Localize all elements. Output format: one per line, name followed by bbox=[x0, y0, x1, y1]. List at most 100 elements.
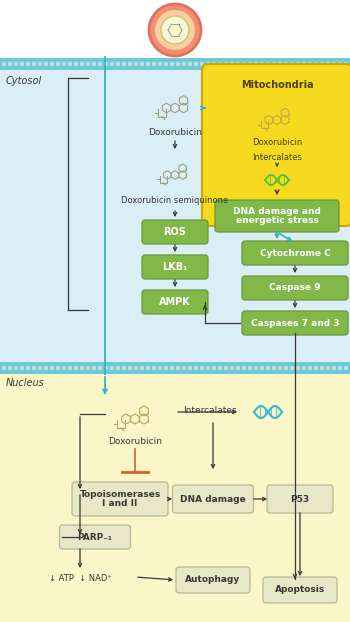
Circle shape bbox=[338, 62, 342, 66]
Circle shape bbox=[104, 366, 108, 370]
FancyBboxPatch shape bbox=[267, 485, 333, 513]
Text: Doxorubicin: Doxorubicin bbox=[108, 437, 162, 446]
Circle shape bbox=[140, 366, 144, 370]
Circle shape bbox=[266, 62, 270, 66]
Circle shape bbox=[212, 62, 216, 66]
Circle shape bbox=[260, 62, 264, 66]
Circle shape bbox=[320, 62, 324, 66]
FancyBboxPatch shape bbox=[142, 220, 208, 244]
Circle shape bbox=[110, 366, 114, 370]
Circle shape bbox=[110, 62, 114, 66]
Circle shape bbox=[146, 62, 150, 66]
Circle shape bbox=[260, 366, 264, 370]
Circle shape bbox=[236, 62, 240, 66]
Circle shape bbox=[182, 366, 186, 370]
Text: DNA damage and: DNA damage and bbox=[233, 207, 321, 216]
Circle shape bbox=[50, 62, 54, 66]
Circle shape bbox=[218, 366, 222, 370]
Circle shape bbox=[158, 62, 162, 66]
Text: I and II: I and II bbox=[102, 499, 138, 508]
Circle shape bbox=[314, 62, 318, 66]
FancyBboxPatch shape bbox=[242, 241, 348, 265]
Circle shape bbox=[230, 62, 234, 66]
Text: P53: P53 bbox=[290, 494, 309, 503]
Text: ↓ ATP  ↓ NAD⁺: ↓ ATP ↓ NAD⁺ bbox=[49, 574, 111, 583]
Circle shape bbox=[2, 62, 6, 66]
FancyBboxPatch shape bbox=[242, 276, 348, 300]
Circle shape bbox=[272, 62, 276, 66]
Text: Caspase 9: Caspase 9 bbox=[269, 284, 321, 292]
Circle shape bbox=[26, 366, 30, 370]
Text: Nucleus: Nucleus bbox=[6, 378, 45, 388]
Circle shape bbox=[302, 62, 306, 66]
Circle shape bbox=[32, 366, 36, 370]
Circle shape bbox=[188, 62, 192, 66]
Text: Intercalates: Intercalates bbox=[252, 153, 302, 162]
Circle shape bbox=[296, 62, 300, 66]
Circle shape bbox=[326, 366, 330, 370]
Circle shape bbox=[290, 366, 294, 370]
Circle shape bbox=[38, 62, 42, 66]
Text: LKB₁: LKB₁ bbox=[162, 262, 188, 272]
Circle shape bbox=[242, 62, 246, 66]
Circle shape bbox=[50, 366, 54, 370]
Circle shape bbox=[155, 10, 195, 50]
Text: Cytosol: Cytosol bbox=[6, 76, 42, 86]
FancyBboxPatch shape bbox=[263, 577, 337, 603]
FancyBboxPatch shape bbox=[242, 311, 348, 335]
FancyBboxPatch shape bbox=[215, 200, 339, 232]
Circle shape bbox=[314, 366, 318, 370]
Circle shape bbox=[212, 366, 216, 370]
Circle shape bbox=[242, 366, 246, 370]
Circle shape bbox=[206, 366, 210, 370]
Circle shape bbox=[188, 366, 192, 370]
Circle shape bbox=[164, 366, 168, 370]
Circle shape bbox=[338, 366, 342, 370]
Circle shape bbox=[74, 366, 78, 370]
Circle shape bbox=[176, 62, 180, 66]
Text: Doxorubicin: Doxorubicin bbox=[252, 138, 302, 147]
Circle shape bbox=[62, 62, 66, 66]
Circle shape bbox=[224, 366, 228, 370]
Text: ROS: ROS bbox=[163, 227, 187, 237]
Bar bbox=[0, 362, 350, 374]
Bar bbox=[0, 374, 350, 622]
Circle shape bbox=[44, 366, 48, 370]
Text: Apoptosis: Apoptosis bbox=[275, 585, 325, 595]
FancyBboxPatch shape bbox=[202, 64, 350, 226]
Circle shape bbox=[344, 62, 348, 66]
Circle shape bbox=[140, 62, 144, 66]
Circle shape bbox=[8, 366, 12, 370]
Circle shape bbox=[98, 62, 102, 66]
Circle shape bbox=[116, 62, 120, 66]
Circle shape bbox=[224, 62, 228, 66]
Circle shape bbox=[200, 62, 204, 66]
Circle shape bbox=[332, 366, 336, 370]
Circle shape bbox=[284, 366, 288, 370]
Circle shape bbox=[68, 62, 72, 66]
Circle shape bbox=[134, 366, 138, 370]
Circle shape bbox=[308, 366, 312, 370]
Circle shape bbox=[56, 366, 60, 370]
Circle shape bbox=[248, 366, 252, 370]
Text: Topoisomerases: Topoisomerases bbox=[79, 490, 161, 499]
Circle shape bbox=[122, 366, 126, 370]
Circle shape bbox=[272, 366, 276, 370]
Bar bbox=[0, 58, 350, 70]
Circle shape bbox=[92, 366, 96, 370]
Circle shape bbox=[236, 366, 240, 370]
Text: Cytochrome C: Cytochrome C bbox=[260, 249, 330, 258]
Text: Doxorubicin semiquinone: Doxorubicin semiquinone bbox=[121, 196, 229, 205]
Circle shape bbox=[308, 62, 312, 66]
Circle shape bbox=[20, 62, 24, 66]
Bar bbox=[0, 58, 350, 362]
Circle shape bbox=[62, 366, 66, 370]
Circle shape bbox=[80, 366, 84, 370]
Circle shape bbox=[296, 366, 300, 370]
Circle shape bbox=[56, 62, 60, 66]
Text: AMPK: AMPK bbox=[159, 297, 191, 307]
Text: Caspases 7 and 3: Caspases 7 and 3 bbox=[251, 318, 339, 328]
Circle shape bbox=[98, 366, 102, 370]
Circle shape bbox=[158, 366, 162, 370]
Circle shape bbox=[254, 62, 258, 66]
